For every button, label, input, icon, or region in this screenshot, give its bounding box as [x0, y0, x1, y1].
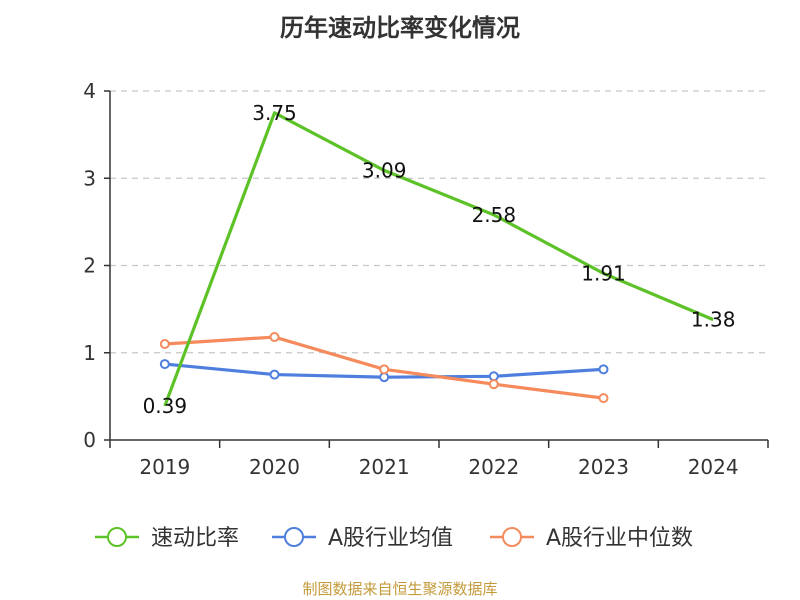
legend[interactable]: 速动比率 A股行业均值 A股行业中位数 — [95, 526, 693, 551]
y-tick-label: 3 — [83, 166, 96, 190]
data-point — [488, 371, 499, 382]
x-tick-label: 2019 — [139, 455, 190, 479]
legend-label: A股行业中位数 — [546, 526, 693, 551]
legend-label: A股行业均值 — [328, 526, 453, 551]
legend-marker — [502, 527, 522, 547]
chart-title: 历年速动比率变化情况 — [280, 14, 520, 42]
data-point — [598, 364, 609, 375]
x-tick-label: 2021 — [359, 455, 410, 479]
data-point — [488, 379, 499, 390]
data-label: 0.39 — [143, 394, 188, 418]
data-label: 2.58 — [472, 203, 517, 227]
legend-marker — [284, 527, 304, 547]
data-labels: 0.39 3.75 3.09 2.58 1.91 1.38 — [143, 101, 736, 418]
data-label: 3.09 — [362, 158, 407, 182]
data-point — [598, 393, 609, 404]
data-point — [379, 372, 390, 383]
x-tick-label: 2020 — [249, 455, 300, 479]
grid-lines — [110, 90, 768, 354]
axes: 0 1 2 3 4 2019 2020 2021 2022 2023 2024 — [83, 79, 769, 479]
x-tick-label: 2024 — [688, 455, 739, 479]
legend-label: 速动比率 — [151, 526, 239, 551]
series-lines — [159, 111, 714, 407]
series-line — [163, 111, 714, 407]
y-tick-label: 2 — [83, 254, 96, 278]
data-point — [159, 339, 170, 350]
data-point — [269, 332, 280, 343]
data-label: 1.91 — [581, 261, 626, 285]
y-tick-label: 1 — [83, 341, 96, 365]
x-tick-label: 2023 — [578, 455, 629, 479]
legend-item[interactable]: A股行业中位数 — [490, 526, 693, 551]
x-tick-label: 2022 — [468, 455, 519, 479]
legend-marker — [107, 527, 127, 547]
data-point — [269, 369, 280, 380]
data-point — [379, 364, 390, 375]
legend-item[interactable]: 速动比率 — [95, 526, 239, 551]
y-tick-label: 0 — [83, 428, 96, 452]
data-point — [159, 359, 170, 370]
legend-item[interactable]: A股行业均值 — [272, 526, 453, 551]
data-label: 1.38 — [691, 308, 736, 332]
source-note: 制图数据来自恒生聚源数据库 — [302, 580, 498, 598]
y-tick-label: 4 — [83, 79, 96, 103]
data-label: 3.75 — [252, 101, 297, 125]
